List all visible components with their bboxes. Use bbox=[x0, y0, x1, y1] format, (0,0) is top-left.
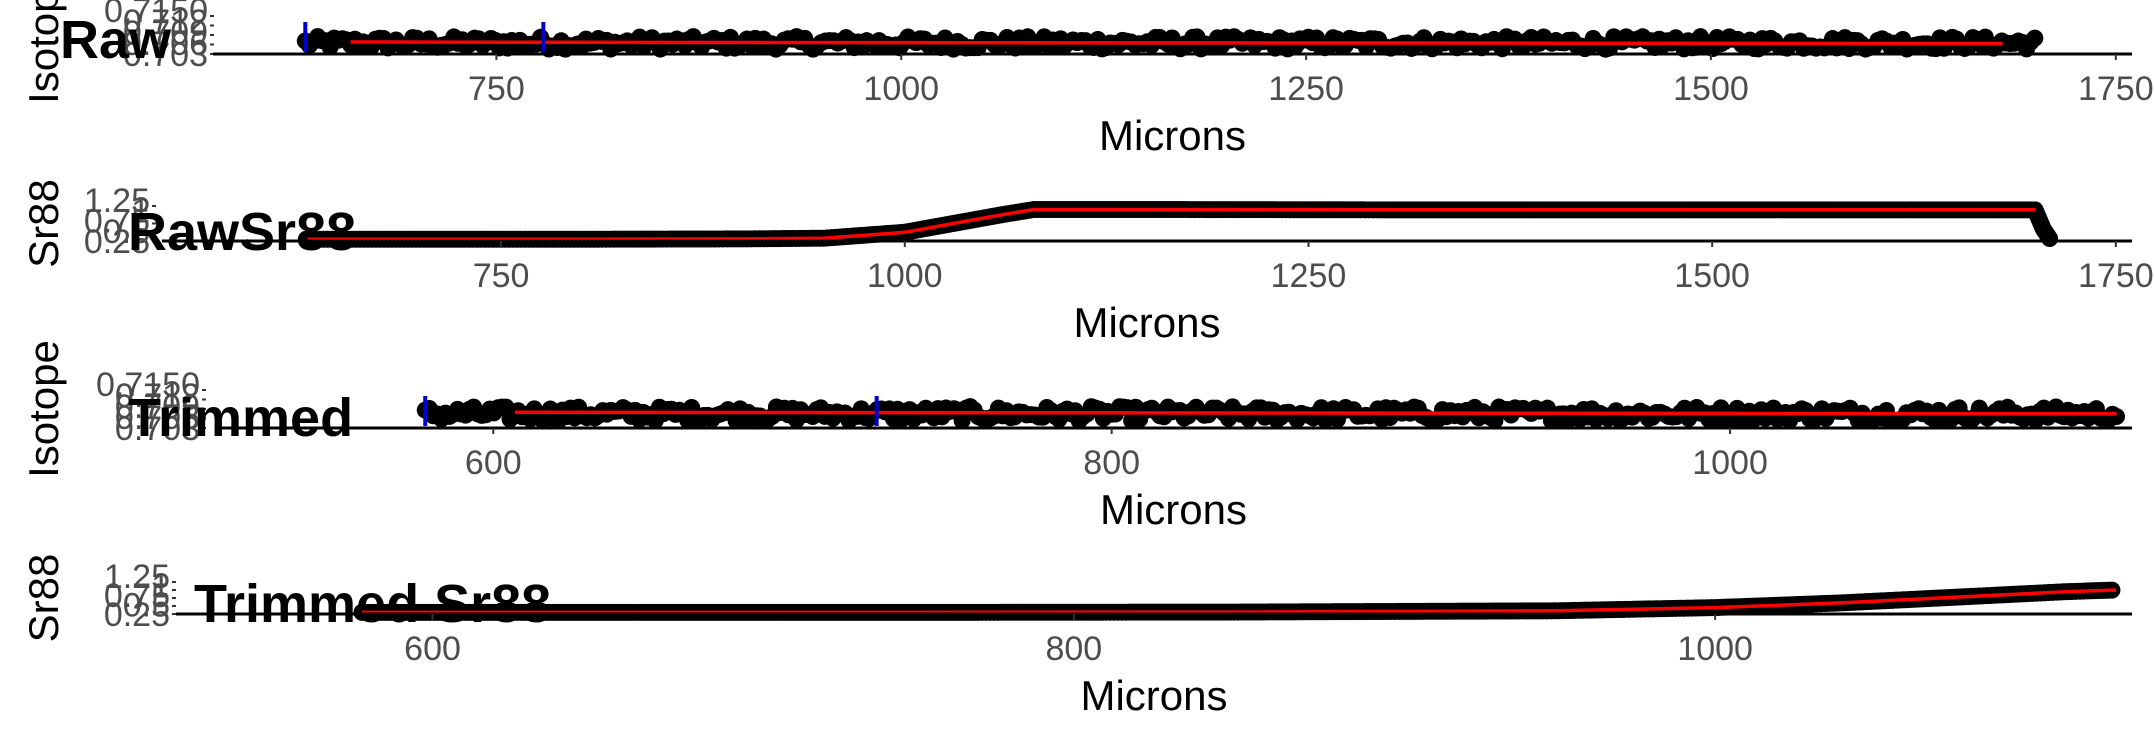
y-tick-label: 1 bbox=[131, 192, 150, 230]
x-tick-label: 600 bbox=[465, 444, 522, 482]
panel-title: Raw bbox=[60, 10, 172, 70]
y-tick-label: 0.703 bbox=[115, 410, 200, 448]
y-tick-label: 0.712 bbox=[123, 3, 208, 41]
y-tick-label: 0.712 bbox=[115, 377, 200, 415]
x-tick-label: 750 bbox=[468, 70, 525, 108]
panel-title: Trimmed bbox=[128, 388, 353, 448]
data-point bbox=[2108, 408, 2126, 426]
y-axis-label: Sr88 bbox=[20, 179, 67, 268]
x-tick-label: 1250 bbox=[1271, 257, 1347, 295]
y-axis-label: Sr88 bbox=[20, 554, 67, 643]
smooth-line bbox=[350, 40, 2003, 46]
y-tick-label: 0.7150 bbox=[96, 366, 200, 404]
y-tick-label: 0.709 bbox=[123, 14, 208, 52]
x-axis-label: Microns bbox=[1099, 112, 1246, 159]
y-tick-label: 1.25 bbox=[104, 558, 170, 596]
x-tick-label: 1000 bbox=[863, 70, 939, 108]
y-tick-label: 0.706 bbox=[115, 399, 200, 437]
y-tick-label: 1 bbox=[151, 568, 170, 606]
x-axis-label: Microns bbox=[1080, 672, 1227, 719]
x-tick-label: 1000 bbox=[1677, 630, 1753, 668]
x-axis-label: Microns bbox=[1100, 486, 1247, 533]
x-tick-label: 1500 bbox=[1674, 257, 1750, 295]
y-tick-label: 0.706 bbox=[123, 25, 208, 63]
x-tick-label: 800 bbox=[1045, 630, 1102, 668]
y-tick-label: 1.25 bbox=[84, 182, 150, 220]
y-tick-label: 0.7150 bbox=[104, 0, 208, 30]
y-tick-label: 0.25 bbox=[104, 596, 170, 634]
x-axis-label: Microns bbox=[1073, 299, 1220, 346]
x-tick-label: 1000 bbox=[867, 257, 943, 295]
y-tick-label: 0.709 bbox=[115, 388, 200, 426]
x-tick-label: 1000 bbox=[1692, 444, 1768, 482]
x-tick-label: 1250 bbox=[1268, 70, 1344, 108]
x-tick-label: 1750 bbox=[2078, 257, 2154, 295]
data-point bbox=[2026, 29, 2044, 47]
x-tick-label: 800 bbox=[1083, 444, 1140, 482]
panel-title: Trimmed Sr88 bbox=[194, 574, 551, 634]
y-axis-label: Isotope bbox=[20, 0, 67, 104]
y-tick-label: 0.5 bbox=[123, 587, 170, 625]
smooth-line bbox=[514, 410, 2117, 416]
smooth-line bbox=[307, 207, 2036, 242]
y-tick-label: 0.75 bbox=[104, 577, 170, 615]
y-axis-label: Isotope bbox=[20, 340, 67, 478]
y-tick-label: 0.75 bbox=[84, 203, 150, 241]
smooth-line bbox=[362, 588, 2117, 615]
y-tick-label: 0.703 bbox=[123, 36, 208, 74]
y-tick-label: 0.25 bbox=[84, 223, 150, 261]
y-tick-label: 0.5 bbox=[103, 213, 150, 251]
data-point bbox=[2041, 230, 2059, 248]
x-tick-label: 1750 bbox=[2078, 70, 2154, 108]
x-tick-label: 750 bbox=[473, 257, 530, 295]
x-tick-label: 1500 bbox=[1673, 70, 1749, 108]
x-tick-label: 600 bbox=[404, 630, 461, 668]
